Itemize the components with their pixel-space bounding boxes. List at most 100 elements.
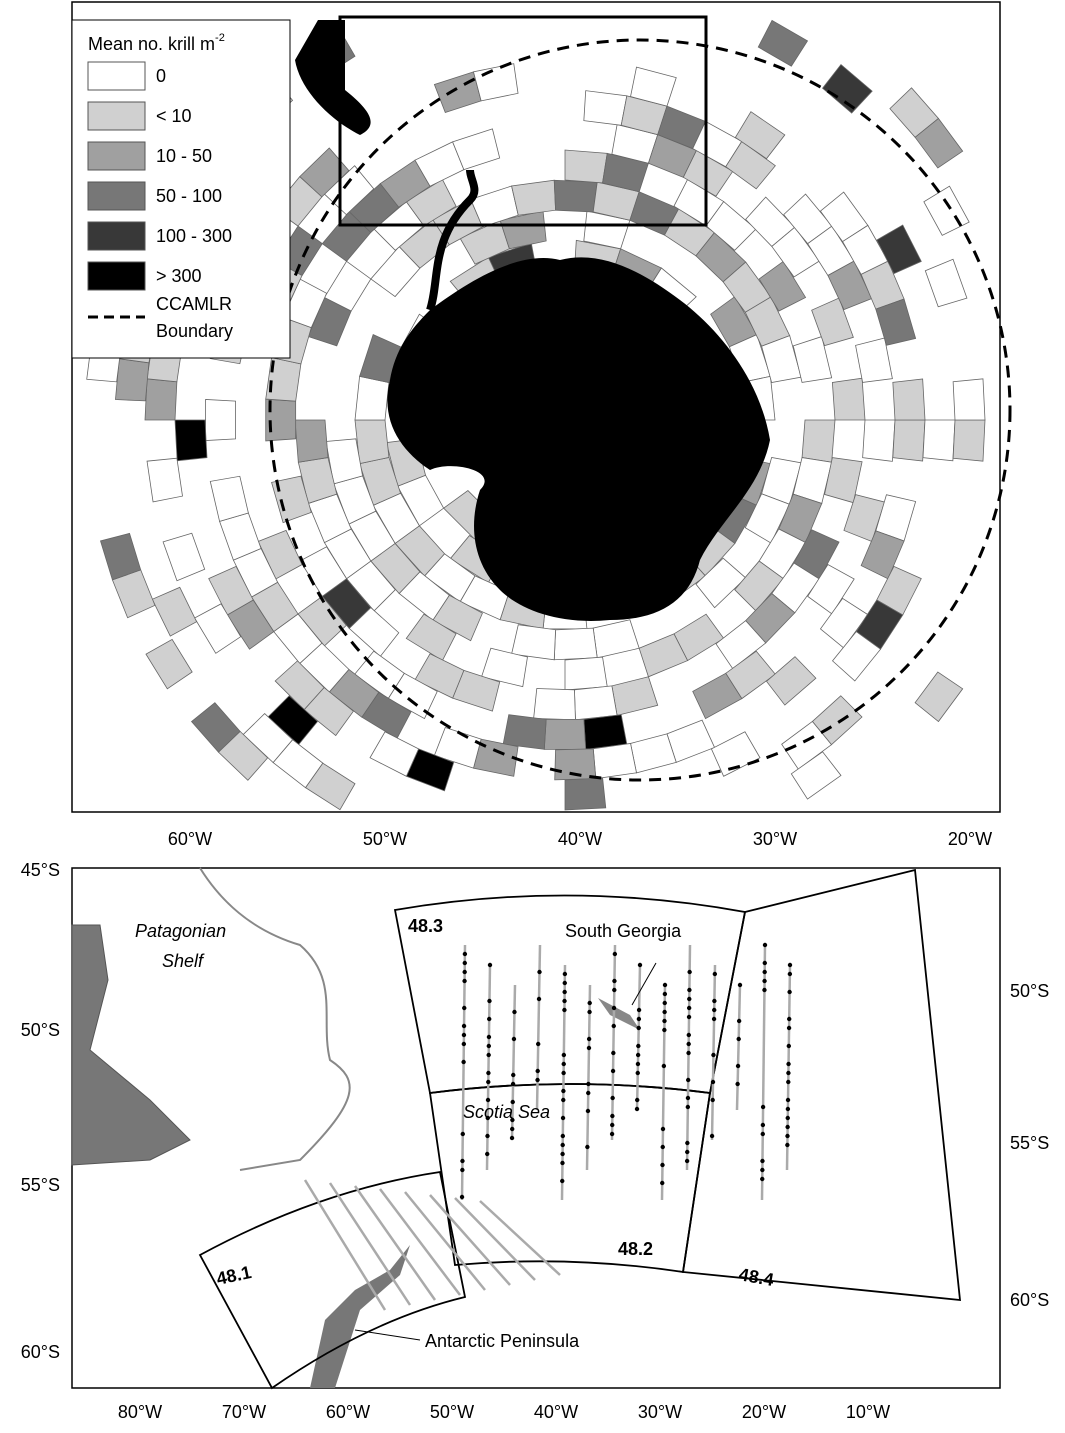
station (586, 1091, 590, 1095)
station (712, 1017, 716, 1021)
station (463, 961, 467, 965)
station (461, 1060, 465, 1064)
x-label: 20°W (948, 829, 992, 849)
grid-cell (593, 620, 639, 658)
lon-label: 10°W (846, 1402, 890, 1422)
station (761, 1132, 765, 1136)
station (610, 1114, 614, 1118)
grid-cell (924, 186, 969, 235)
station (762, 970, 766, 974)
grid-cell (163, 533, 205, 581)
station (463, 952, 467, 956)
station (637, 1017, 641, 1021)
station (537, 970, 541, 974)
station (560, 1161, 564, 1165)
station (636, 1044, 640, 1048)
station (762, 988, 766, 992)
station (636, 1053, 640, 1057)
station (786, 1062, 790, 1066)
place-label: Shelf (162, 951, 205, 971)
station (786, 1071, 790, 1075)
legend-swatch (88, 62, 145, 90)
legend-boundary: CCAMLR (156, 294, 232, 314)
station (687, 970, 691, 974)
station (785, 1143, 789, 1147)
legend-title-sup: -2 (215, 32, 225, 44)
station (736, 1064, 740, 1068)
station (561, 1089, 565, 1093)
grid-cell (953, 379, 985, 420)
station (661, 1127, 665, 1131)
station (763, 943, 767, 947)
station (487, 999, 491, 1003)
station (660, 1181, 664, 1185)
x-label: 30°W (753, 829, 797, 849)
station (612, 1006, 616, 1010)
station (662, 1019, 666, 1023)
station (487, 1044, 491, 1048)
legend-label: > 300 (156, 266, 202, 286)
station (511, 1073, 515, 1077)
station (787, 1044, 791, 1048)
grid-cell (925, 259, 967, 307)
station (462, 1024, 466, 1028)
station (663, 983, 667, 987)
station (510, 1127, 514, 1131)
area-label: 48.2 (618, 1239, 653, 1259)
grid-cell (584, 91, 627, 126)
grid-cell (295, 420, 328, 462)
lat-label: 55°S (21, 1175, 60, 1195)
grid-cell (584, 715, 627, 750)
station (760, 1177, 764, 1181)
station (562, 1053, 566, 1057)
grid-cell (923, 420, 955, 461)
station (561, 1134, 565, 1138)
grid-cell (711, 732, 760, 777)
grid-cell (503, 715, 546, 750)
grid-cell (152, 587, 196, 636)
station (563, 981, 567, 985)
legend-title: Mean no. krill m-2 (88, 32, 225, 54)
lon-label: 20°W (742, 1402, 786, 1422)
station (735, 1082, 739, 1086)
grid-cell (612, 677, 658, 716)
station (536, 1069, 540, 1073)
station (636, 1062, 640, 1066)
grid-cell (863, 420, 895, 461)
station (510, 1136, 514, 1140)
station (587, 1046, 591, 1050)
station (611, 1069, 615, 1073)
legend-title-text: Mean no. krill m (88, 34, 215, 54)
station (638, 963, 642, 967)
legend-label: 0 (156, 66, 166, 86)
station (460, 1168, 464, 1172)
station (485, 1134, 489, 1138)
station (612, 988, 616, 992)
station (787, 990, 791, 994)
place-label: Antarctic Peninsula (425, 1331, 580, 1351)
station (563, 972, 567, 976)
grid-cell (832, 378, 865, 420)
grid-cell (554, 628, 597, 660)
station (660, 1163, 664, 1167)
lat-label: 60°S (1010, 1290, 1049, 1310)
figure: Mean no. krill m-2 0< 1010 - 5050 - 1001… (0, 0, 1065, 1428)
station (612, 1024, 616, 1028)
station (686, 1096, 690, 1100)
station (462, 970, 466, 974)
lon-label: 30°W (638, 1402, 682, 1422)
place-label: South Georgia (565, 921, 682, 941)
grid-cell (210, 476, 248, 521)
grid-cell (534, 689, 576, 720)
legend-swatch (88, 262, 145, 290)
station (562, 999, 566, 1003)
legend-boundary: Boundary (156, 321, 233, 341)
place-label: Patagonian (135, 921, 226, 941)
station (635, 1107, 639, 1111)
station (537, 997, 541, 1001)
grid-cell (146, 639, 192, 688)
legend-swatch (88, 222, 145, 250)
lat-label: 50°S (21, 1020, 60, 1040)
station (788, 972, 792, 976)
station (737, 1037, 741, 1041)
